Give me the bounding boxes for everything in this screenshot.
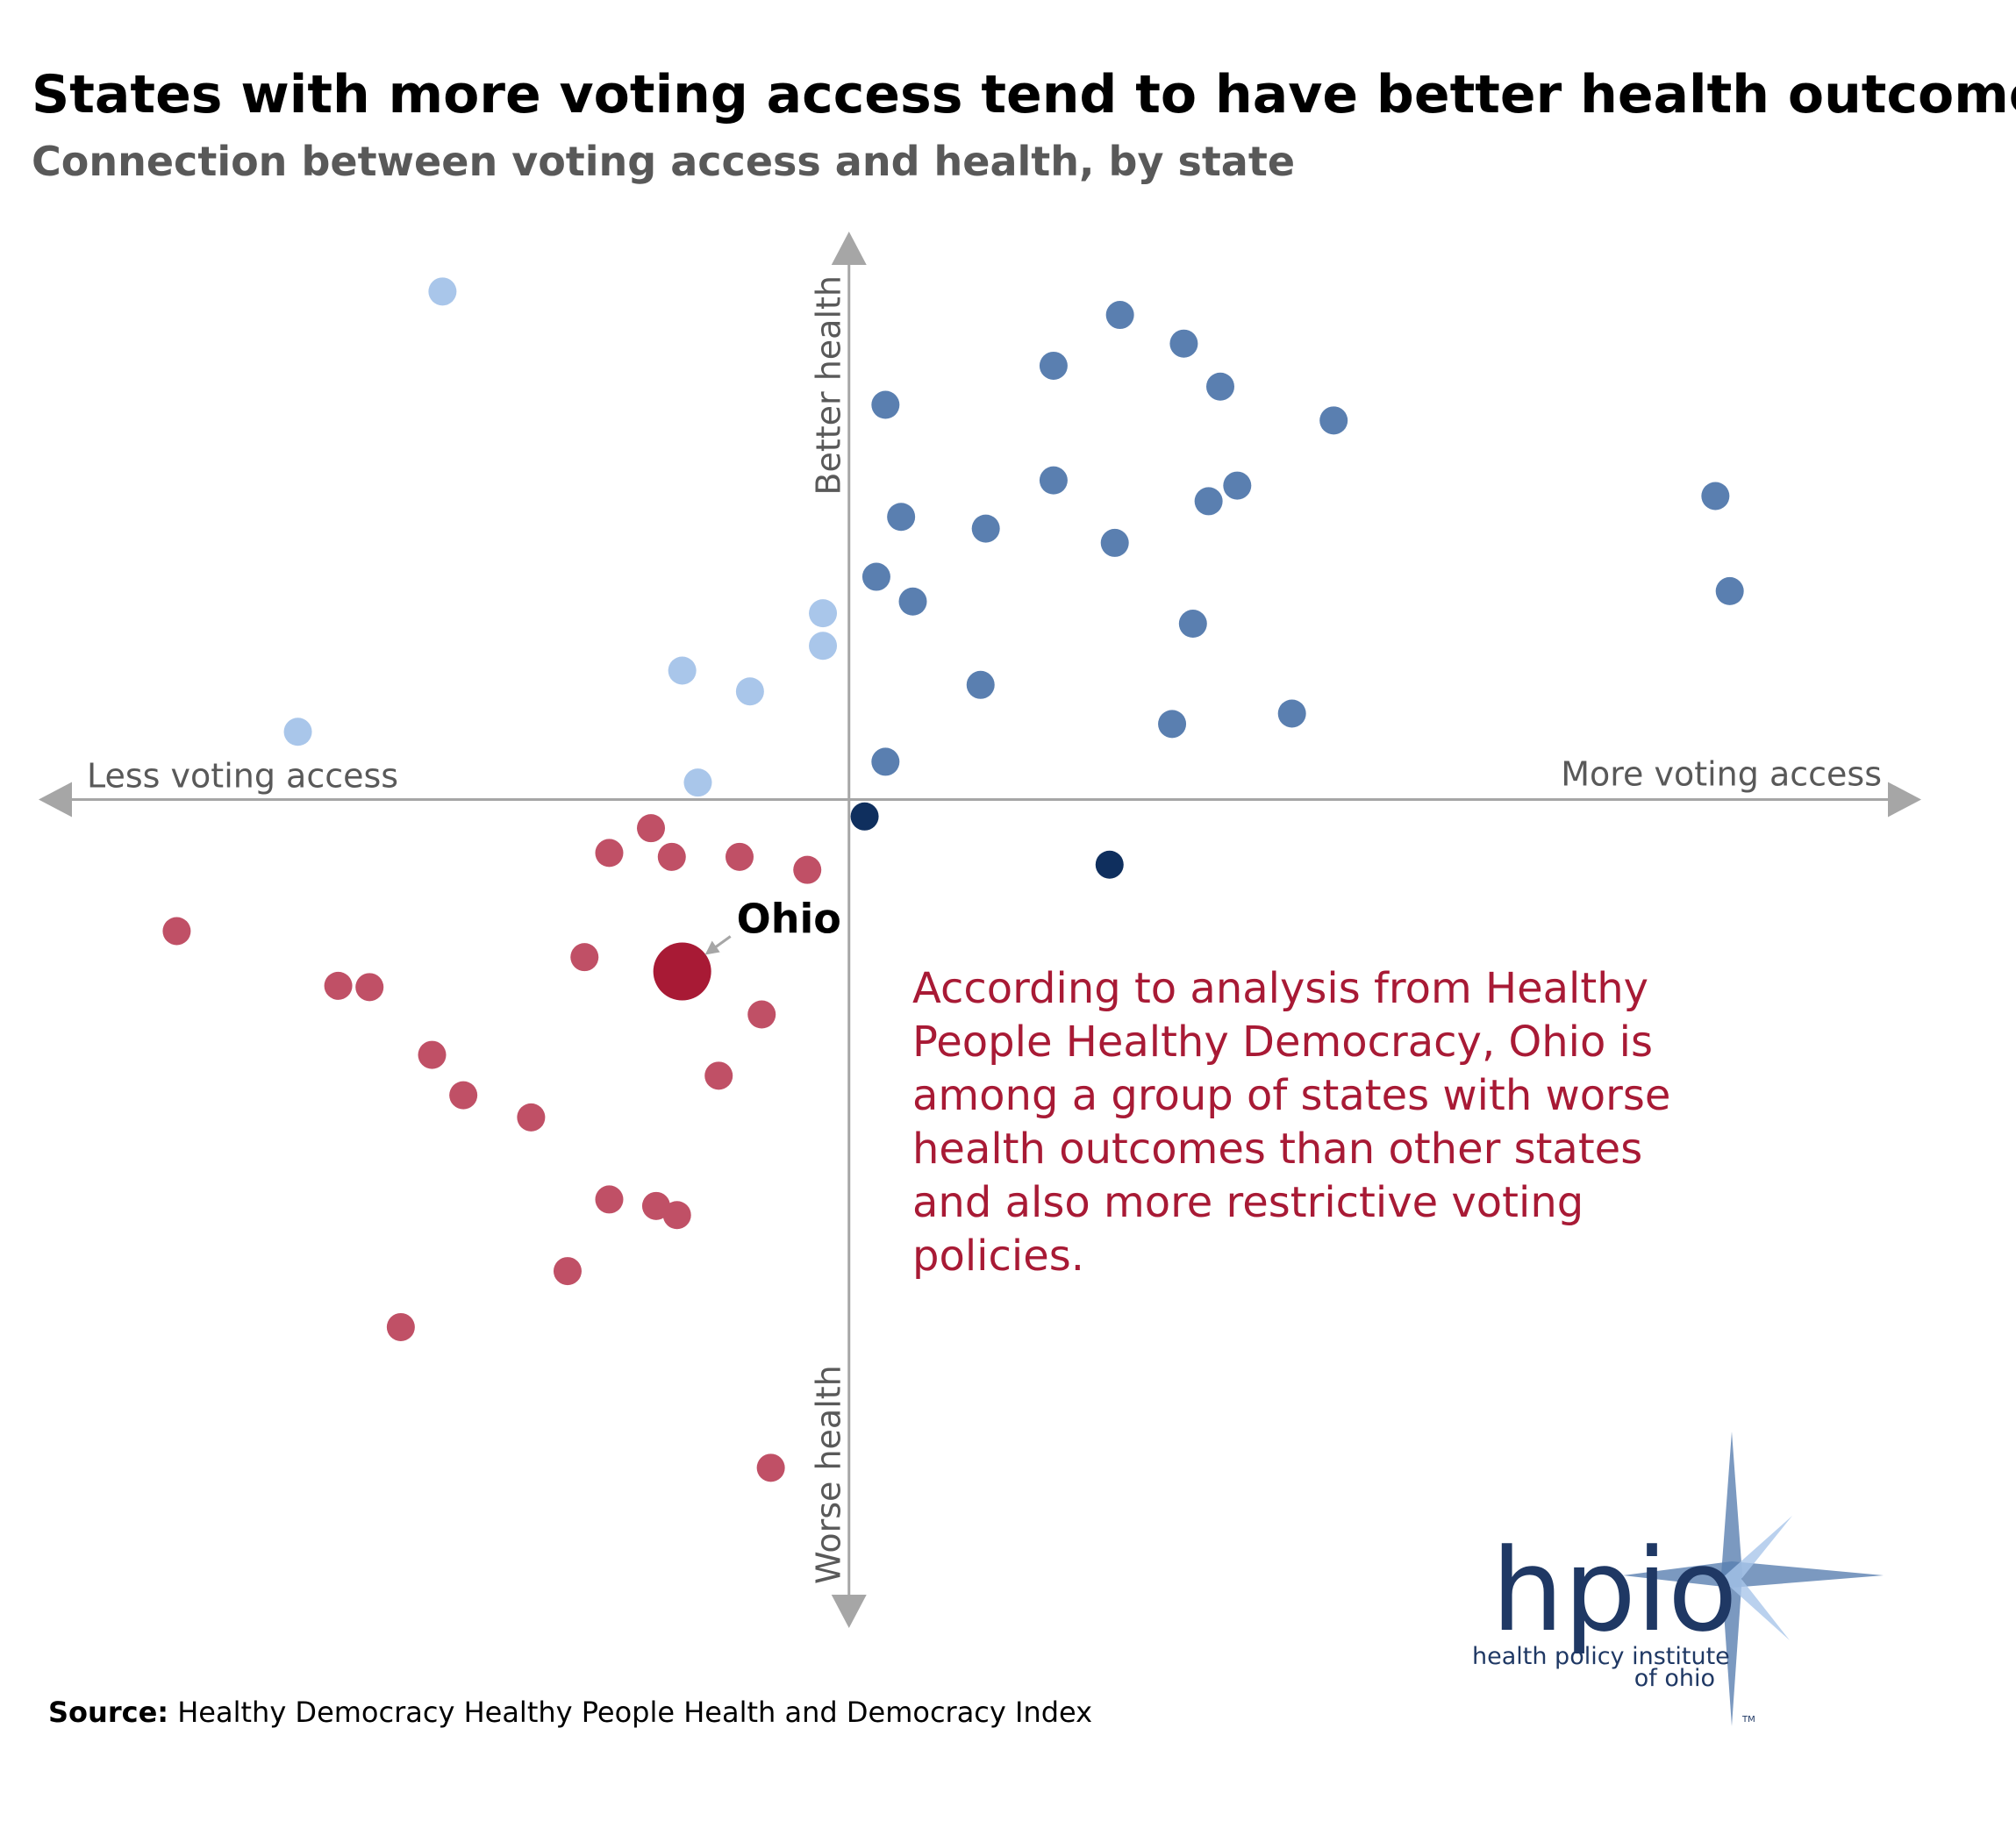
point: [725, 842, 754, 871]
chart-subtitle: Connection between voting access and hea…: [32, 138, 1295, 185]
point: [428, 277, 457, 306]
point: [324, 971, 353, 1000]
point: [637, 814, 666, 843]
point: [662, 1201, 691, 1230]
point: [283, 718, 312, 746]
point: [1194, 487, 1223, 516]
point: [971, 514, 1000, 543]
point: [449, 1081, 478, 1110]
annotation-line: among a group of states with worse: [912, 1071, 1670, 1120]
point: [517, 1103, 546, 1132]
point: [871, 390, 900, 419]
point: [756, 1453, 785, 1482]
logo-mark: hpio: [1491, 1524, 1738, 1657]
point: [418, 1040, 447, 1069]
point: [1206, 372, 1235, 401]
annotation-line: People Healthy Democracy, Ohio is: [912, 1018, 1653, 1067]
point: [1105, 301, 1134, 330]
point: [668, 656, 697, 685]
point: [966, 670, 995, 699]
point: [793, 855, 822, 884]
point: [657, 842, 686, 871]
point: [861, 562, 890, 591]
logo-tm: TM: [1741, 1715, 1755, 1725]
point: [595, 1185, 624, 1214]
point: [1100, 528, 1129, 557]
point: [553, 1257, 582, 1286]
annotation-line: According to analysis from Healthy: [912, 964, 1648, 1013]
highlight-point: [653, 942, 711, 1001]
point: [1169, 329, 1198, 358]
point: [850, 802, 879, 831]
point: [1319, 406, 1348, 435]
point: [1277, 699, 1306, 728]
logo-star: [1721, 1516, 1792, 1640]
point: [809, 599, 838, 628]
chart-title: States with more voting access tend to h…: [32, 64, 2016, 125]
arrow-head: [39, 782, 72, 818]
source-line: Source: Healthy Democracy Healthy People…: [48, 1696, 1092, 1729]
point: [355, 973, 384, 1002]
point: [570, 943, 599, 972]
axis-label: Less voting access: [87, 756, 398, 795]
point: [871, 747, 900, 776]
point: [162, 917, 191, 946]
source: Source: Healthy Democracy Healthy People…: [48, 1696, 1092, 1729]
point: [595, 839, 624, 868]
point: [887, 503, 916, 532]
arrow-head: [831, 1595, 867, 1628]
point-label: Ohio: [737, 896, 841, 943]
annotation-line: and also more restrictive voting: [912, 1178, 1583, 1227]
source-label: Source:: [48, 1696, 168, 1729]
source-text: Healthy Democracy Healthy People Health …: [177, 1696, 1092, 1729]
point: [1715, 576, 1744, 605]
point: [1158, 710, 1187, 739]
point: [683, 768, 712, 797]
arrow-head: [1888, 782, 1921, 818]
point: [735, 677, 764, 706]
point: [1223, 471, 1252, 500]
point: [898, 587, 927, 616]
arrow-head: [704, 940, 720, 955]
axis-label: Worse health: [810, 1365, 848, 1584]
point: [1039, 351, 1068, 380]
logo-star: [1623, 1561, 1884, 1588]
point: [1095, 850, 1124, 879]
point: [1701, 482, 1730, 511]
arrow-head: [831, 232, 867, 265]
annotation-line: policies.: [912, 1232, 1084, 1281]
annotation-line: health outcomes than other states: [912, 1125, 1642, 1174]
logo-text: health policy institute: [1472, 1643, 1730, 1670]
point: [704, 1061, 733, 1090]
point: [1178, 610, 1207, 639]
axis-label: Better health: [810, 275, 848, 496]
point: [809, 632, 838, 661]
point: [1039, 466, 1068, 495]
point: [747, 1000, 776, 1029]
logo: hpio health policy institute of ohio TM: [1472, 1432, 1884, 1726]
axis-label: More voting access: [1561, 754, 1882, 793]
point: [386, 1312, 415, 1341]
logo-text: of ohio: [1634, 1665, 1715, 1692]
